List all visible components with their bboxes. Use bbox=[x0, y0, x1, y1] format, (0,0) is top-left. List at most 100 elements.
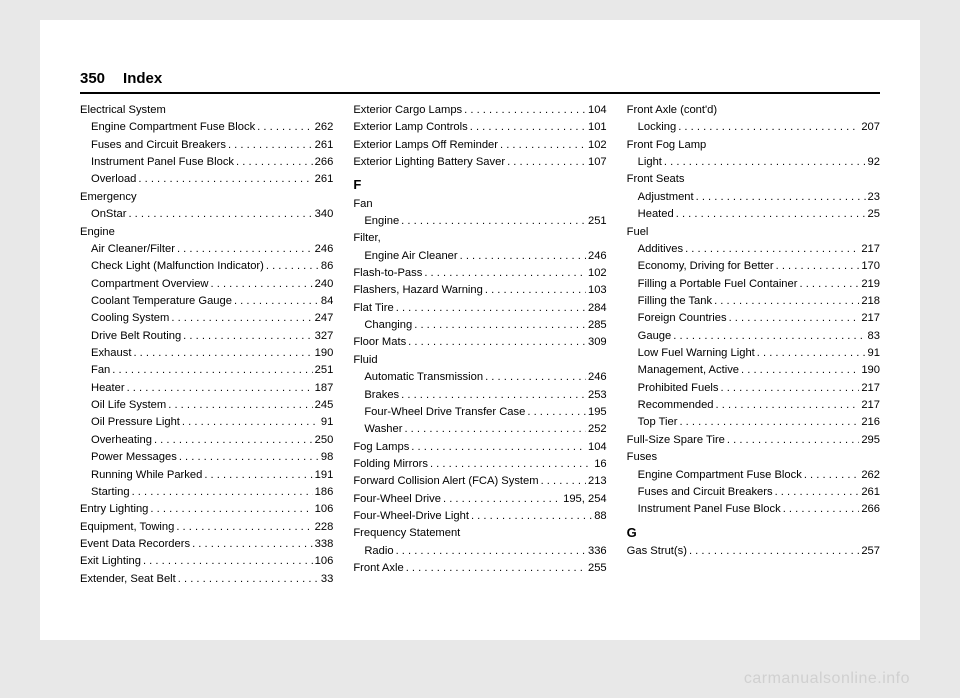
leader-dots bbox=[471, 508, 592, 525]
entry-label: Flash-to-Pass bbox=[353, 265, 422, 282]
entry-label: Light bbox=[638, 154, 662, 171]
index-heading: Fuses bbox=[627, 449, 880, 466]
entry-page: 170 bbox=[861, 258, 880, 275]
entry-page: 217 bbox=[861, 397, 880, 414]
leader-dots bbox=[799, 276, 859, 293]
entry-label: Management, Active bbox=[638, 362, 739, 379]
index-entry: Adjustment 23 bbox=[627, 189, 880, 206]
index-heading: Fuel bbox=[627, 224, 880, 241]
entry-page: 86 bbox=[321, 258, 333, 275]
leader-dots bbox=[714, 293, 859, 310]
entry-label: Exterior Lamps Off Reminder bbox=[353, 137, 498, 154]
index-entry: Overload 261 bbox=[80, 171, 333, 188]
entry-label: Four-Wheel-Drive Light bbox=[353, 508, 469, 525]
entry-page: 253 bbox=[588, 387, 607, 404]
index-heading: Front Fog Lamp bbox=[627, 137, 880, 154]
leader-dots bbox=[168, 397, 312, 414]
index-entry: Low Fuel Warning Light 91 bbox=[627, 345, 880, 362]
entry-label: Forward Collision Alert (FCA) System bbox=[353, 473, 538, 490]
entry-label: Washer bbox=[364, 421, 402, 438]
entry-label: Fuses and Circuit Breakers bbox=[91, 137, 226, 154]
leader-dots bbox=[177, 241, 313, 258]
entry-page: 336 bbox=[588, 543, 607, 560]
entry-page: 262 bbox=[315, 119, 334, 136]
leader-dots bbox=[408, 334, 586, 351]
leader-dots bbox=[679, 414, 859, 431]
entry-page: 261 bbox=[315, 171, 334, 188]
index-entry: Overheating 250 bbox=[80, 432, 333, 449]
leader-dots bbox=[211, 276, 313, 293]
leader-dots bbox=[664, 154, 866, 171]
entry-page: 91 bbox=[868, 345, 880, 362]
index-entry: Fuses and Circuit Breakers 261 bbox=[627, 484, 880, 501]
index-entry: Drive Belt Routing 327 bbox=[80, 328, 333, 345]
entry-label: Filling the Tank bbox=[638, 293, 712, 310]
leader-dots bbox=[527, 404, 586, 421]
entry-label: Additives bbox=[638, 241, 683, 258]
entry-label: Heater bbox=[91, 380, 125, 397]
entry-label: Four-Wheel Drive bbox=[353, 491, 441, 508]
leader-dots bbox=[783, 501, 860, 518]
entry-page: 295 bbox=[861, 432, 880, 449]
entry-page: 104 bbox=[588, 102, 607, 119]
entry-page: 23 bbox=[868, 189, 880, 206]
leader-dots bbox=[507, 154, 586, 171]
leader-dots bbox=[401, 387, 586, 404]
entry-label: Starting bbox=[91, 484, 130, 501]
entry-label: Changing bbox=[364, 317, 412, 334]
index-entry: Entry Lighting 106 bbox=[80, 501, 333, 518]
leader-dots bbox=[673, 328, 865, 345]
leader-dots bbox=[127, 380, 313, 397]
index-entry: Cooling System 247 bbox=[80, 310, 333, 327]
index-heading: Front Axle (cont'd) bbox=[627, 102, 880, 119]
entry-label: Automatic Transmission bbox=[364, 369, 483, 386]
index-entry: Flash-to-Pass 102 bbox=[353, 265, 606, 282]
entry-page: 187 bbox=[315, 380, 334, 397]
index-heading: Engine bbox=[80, 224, 333, 241]
index-entry: Event Data Recorders 338 bbox=[80, 536, 333, 553]
index-entry: Locking 207 bbox=[627, 119, 880, 136]
entry-page: 102 bbox=[588, 265, 607, 282]
index-entry: OnStar 340 bbox=[80, 206, 333, 223]
entry-label: Cooling System bbox=[91, 310, 169, 327]
entry-page: 262 bbox=[861, 467, 880, 484]
entry-label: Event Data Recorders bbox=[80, 536, 190, 553]
entry-page: 92 bbox=[868, 154, 880, 171]
index-entry: Exhaust 190 bbox=[80, 345, 333, 362]
entry-page: 106 bbox=[315, 553, 334, 570]
entry-page: 104 bbox=[588, 439, 607, 456]
entry-label: Fog Lamps bbox=[353, 439, 409, 456]
leader-dots bbox=[460, 248, 586, 265]
watermark: carmanualsonline.info bbox=[744, 670, 910, 688]
index-entry: Heated 25 bbox=[627, 206, 880, 223]
entry-label: Drive Belt Routing bbox=[91, 328, 181, 345]
entry-page: 25 bbox=[868, 206, 880, 223]
entry-page: 246 bbox=[588, 248, 607, 265]
entry-page: 84 bbox=[321, 293, 333, 310]
entry-label: Instrument Panel Fuse Block bbox=[638, 501, 781, 518]
entry-page: 107 bbox=[588, 154, 607, 171]
leader-dots bbox=[804, 467, 859, 484]
entry-page: 186 bbox=[315, 484, 334, 501]
index-page: 350Index Electrical SystemEngine Compart… bbox=[40, 20, 920, 640]
entry-label: Exterior Lamp Controls bbox=[353, 119, 467, 136]
index-heading: Electrical System bbox=[80, 102, 333, 119]
index-entry: Light 92 bbox=[627, 154, 880, 171]
index-heading: Fluid bbox=[353, 352, 606, 369]
entry-page: 83 bbox=[868, 328, 880, 345]
entry-label: Heated bbox=[638, 206, 674, 223]
entry-label: Entry Lighting bbox=[80, 501, 148, 518]
leader-dots bbox=[689, 543, 859, 560]
index-entry: Engine Compartment Fuse Block 262 bbox=[627, 467, 880, 484]
leader-dots bbox=[182, 414, 319, 431]
index-entry: Additives 217 bbox=[627, 241, 880, 258]
entry-label: Engine bbox=[364, 213, 399, 230]
entry-label: Economy, Driving for Better bbox=[638, 258, 774, 275]
index-entry: Exterior Lighting Battery Saver 107 bbox=[353, 154, 606, 171]
index-entry: Engine 251 bbox=[353, 213, 606, 230]
entry-page: 16 bbox=[594, 456, 606, 473]
entry-label: Foreign Countries bbox=[638, 310, 727, 327]
leader-dots bbox=[430, 456, 592, 473]
leader-dots bbox=[179, 449, 319, 466]
index-heading: Fan bbox=[353, 196, 606, 213]
